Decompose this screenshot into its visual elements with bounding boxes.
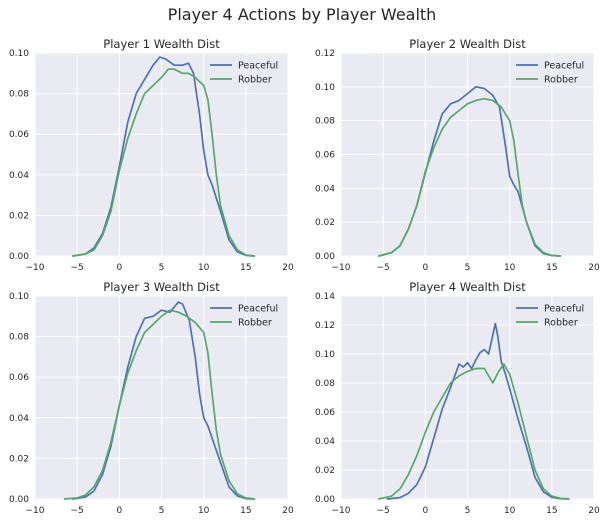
x-tick-label: 10 xyxy=(198,263,210,273)
x-tick-label: 5 xyxy=(159,263,165,273)
legend-label: Robber xyxy=(544,75,578,86)
legend-label: Peaceful xyxy=(238,304,278,315)
y-tick-label: 0.04 xyxy=(315,184,335,194)
y-tick-label: 0.10 xyxy=(315,350,335,360)
series-line-robber xyxy=(378,97,562,257)
x-tick-label: 20 xyxy=(588,263,600,273)
y-tick-label: 0.14 xyxy=(315,292,335,302)
x-tick-label: 5 xyxy=(159,506,165,516)
legend: Peaceful Robber xyxy=(210,304,278,329)
legend: Peaceful Robber xyxy=(516,61,584,86)
x-tick-label: −10 xyxy=(332,506,351,516)
series-line-robber xyxy=(72,68,256,257)
x-tick-label: 0 xyxy=(116,506,122,516)
legend: Peaceful Robber xyxy=(210,61,278,86)
x-tick-label: 10 xyxy=(198,506,210,516)
subplot-title: Player 1 Wealth Dist xyxy=(103,37,220,51)
series-line-peaceful xyxy=(386,322,570,500)
y-tick-label: 0.06 xyxy=(9,373,29,383)
subplot-4: −10 −5 0 5 10 15 20 0.00 0.02 0.04 0.06 0.08 0.10 0.1… xyxy=(315,280,600,516)
subplots-grid: −10 −5 0 5 10 15 20 0.00 0.02 0.04 0.06 0.08 0.10 Pla… xyxy=(9,37,600,516)
y-tick-label: 0.08 xyxy=(9,90,29,100)
y-tick-label: 0.04 xyxy=(315,437,335,447)
y-tick-label: 0.06 xyxy=(9,130,29,140)
x-tick-label: −5 xyxy=(377,263,390,273)
legend-label: Robber xyxy=(544,318,578,329)
y-tick-label: 0.06 xyxy=(315,408,335,418)
y-tick-label: 0.00 xyxy=(315,495,335,505)
x-tick-label: 15 xyxy=(240,263,251,273)
figure-title: Player 4 Actions by Player Wealth xyxy=(168,5,437,24)
x-tick-label: −10 xyxy=(332,263,351,273)
x-tick-label: 15 xyxy=(240,506,251,516)
x-tick-label: −10 xyxy=(26,263,45,273)
legend-label: Peaceful xyxy=(238,61,278,72)
series-line-robber xyxy=(378,363,570,500)
y-tick-label: 0.10 xyxy=(315,83,335,93)
series-line-robber xyxy=(63,309,256,500)
legend: Peaceful Robber xyxy=(516,304,584,329)
y-tick-label: 0.02 xyxy=(315,218,335,228)
y-tick-label: 0.00 xyxy=(9,495,29,505)
y-tick-label: 0.02 xyxy=(9,211,29,221)
y-tick-label: 0.00 xyxy=(9,252,29,262)
x-tick-label: −5 xyxy=(377,506,390,516)
x-tick-label: 20 xyxy=(588,506,600,516)
y-tick-label: 0.00 xyxy=(315,252,335,262)
x-tick-label: −10 xyxy=(26,506,45,516)
y-tick-label: 0.08 xyxy=(9,333,29,343)
y-tick-label: 0.10 xyxy=(9,49,29,59)
series-line-peaceful xyxy=(72,301,256,500)
x-tick-label: 0 xyxy=(422,506,428,516)
subplot-1: −10 −5 0 5 10 15 20 0.00 0.02 0.04 0.06 0.08 0.10 Pla… xyxy=(9,37,294,273)
x-tick-label: 10 xyxy=(504,263,516,273)
y-tick-label: 0.08 xyxy=(315,117,335,127)
subplot-title: Player 2 Wealth Dist xyxy=(409,37,526,51)
x-tick-label: 20 xyxy=(282,506,294,516)
x-tick-label: 20 xyxy=(282,263,294,273)
subplot-title: Player 3 Wealth Dist xyxy=(103,280,220,294)
legend-label: Peaceful xyxy=(544,61,584,72)
y-tick-label: 0.06 xyxy=(315,151,335,161)
legend-label: Robber xyxy=(238,75,272,86)
x-tick-label: 15 xyxy=(546,263,557,273)
y-tick-label: 0.08 xyxy=(315,379,335,389)
x-tick-label: 0 xyxy=(422,263,428,273)
x-tick-label: 5 xyxy=(465,506,471,516)
subplot-title: Player 4 Wealth Dist xyxy=(409,280,526,294)
x-tick-label: 10 xyxy=(504,506,516,516)
y-tick-label: 0.12 xyxy=(315,321,335,331)
x-tick-label: −5 xyxy=(71,506,84,516)
y-tick-label: 0.02 xyxy=(315,466,335,476)
x-tick-label: −5 xyxy=(71,263,84,273)
y-tick-label: 0.10 xyxy=(9,292,29,302)
x-tick-label: 0 xyxy=(116,263,122,273)
y-tick-label: 0.12 xyxy=(315,49,335,59)
x-tick-label: 5 xyxy=(465,263,471,273)
y-tick-label: 0.04 xyxy=(9,171,29,181)
y-tick-label: 0.04 xyxy=(9,414,29,424)
legend-label: Robber xyxy=(238,318,272,329)
x-tick-label: 15 xyxy=(546,506,557,516)
subplot-3: −10 −5 0 5 10 15 20 0.00 0.02 0.04 0.06 0.08 0.10 Pla… xyxy=(9,280,294,516)
y-tick-label: 0.02 xyxy=(9,454,29,464)
legend-label: Peaceful xyxy=(544,304,584,315)
subplot-2: −10 −5 0 5 10 15 20 0.00 0.02 0.04 0.06 0.08 0.10 0.1… xyxy=(315,37,600,273)
